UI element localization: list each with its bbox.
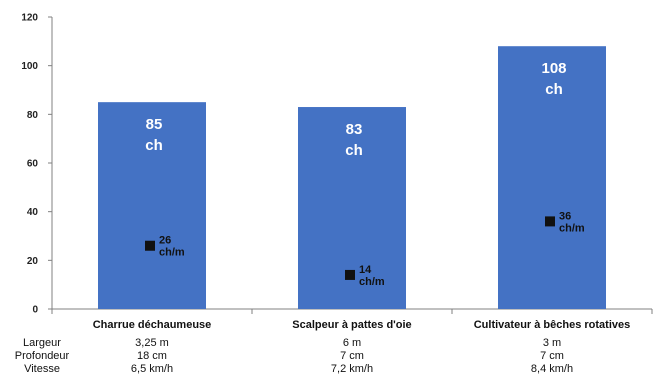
- point-marker: [345, 269, 355, 280]
- spec-value: 3,25 m: [135, 337, 169, 349]
- point-data-label: ch/m: [359, 276, 385, 288]
- bar-data-label: ch: [545, 81, 563, 98]
- spec-value: 7 cm: [340, 350, 364, 362]
- y-tick-label: 80: [27, 110, 39, 121]
- spec-row-label: Vitesse: [24, 363, 60, 375]
- point-data-label: 26: [159, 235, 171, 247]
- spec-value: 6,5 km/h: [131, 363, 173, 375]
- spec-value: 8,4 km/h: [531, 363, 573, 375]
- spec-value: 6 m: [343, 337, 361, 349]
- x-category-label: Charrue déchaumeuse: [93, 319, 212, 331]
- point-marker: [545, 216, 555, 227]
- point-data-label: ch/m: [159, 247, 185, 259]
- y-tick-label: 0: [32, 305, 38, 316]
- bar-data-label: 85: [146, 116, 163, 133]
- point-marker: [145, 240, 155, 251]
- point-data-label: ch/m: [559, 222, 585, 234]
- point-data-label: 14: [359, 264, 372, 276]
- bar-data-label: ch: [345, 142, 363, 159]
- bar: [498, 46, 606, 309]
- y-axis: 0 20 40 60 80 100 120: [21, 13, 53, 316]
- y-tick-label: 20: [27, 256, 39, 267]
- spec-row-label: Profondeur: [15, 350, 70, 362]
- y-tick-label: 60: [27, 159, 39, 170]
- bar: [98, 102, 206, 310]
- y-tick-label: 40: [27, 207, 39, 218]
- bar-data-label: 83: [346, 121, 363, 138]
- y-tick-label: 100: [21, 61, 38, 72]
- y-tick-label: 120: [21, 13, 38, 24]
- x-category-label: Cultivateur à bêches rotatives: [474, 319, 631, 331]
- spec-value: 7,2 km/h: [331, 363, 373, 375]
- spec-value: 7 cm: [540, 350, 564, 362]
- x-axis: [51, 308, 653, 314]
- x-category-label: Scalpeur à pattes d'oie: [292, 319, 411, 331]
- spec-row-label: Largeur: [23, 337, 61, 349]
- bar-data-label: 108: [541, 60, 566, 77]
- bar-data-label: ch: [145, 137, 163, 154]
- spec-value: 18 cm: [137, 350, 167, 362]
- point-data-label: 36: [559, 210, 571, 222]
- category-labels: Charrue déchaumeuse Scalpeur à pattes d'o…: [93, 319, 631, 331]
- bar-series: 85 ch 83 ch 108 ch: [98, 46, 606, 310]
- spec-value: 3 m: [543, 337, 561, 349]
